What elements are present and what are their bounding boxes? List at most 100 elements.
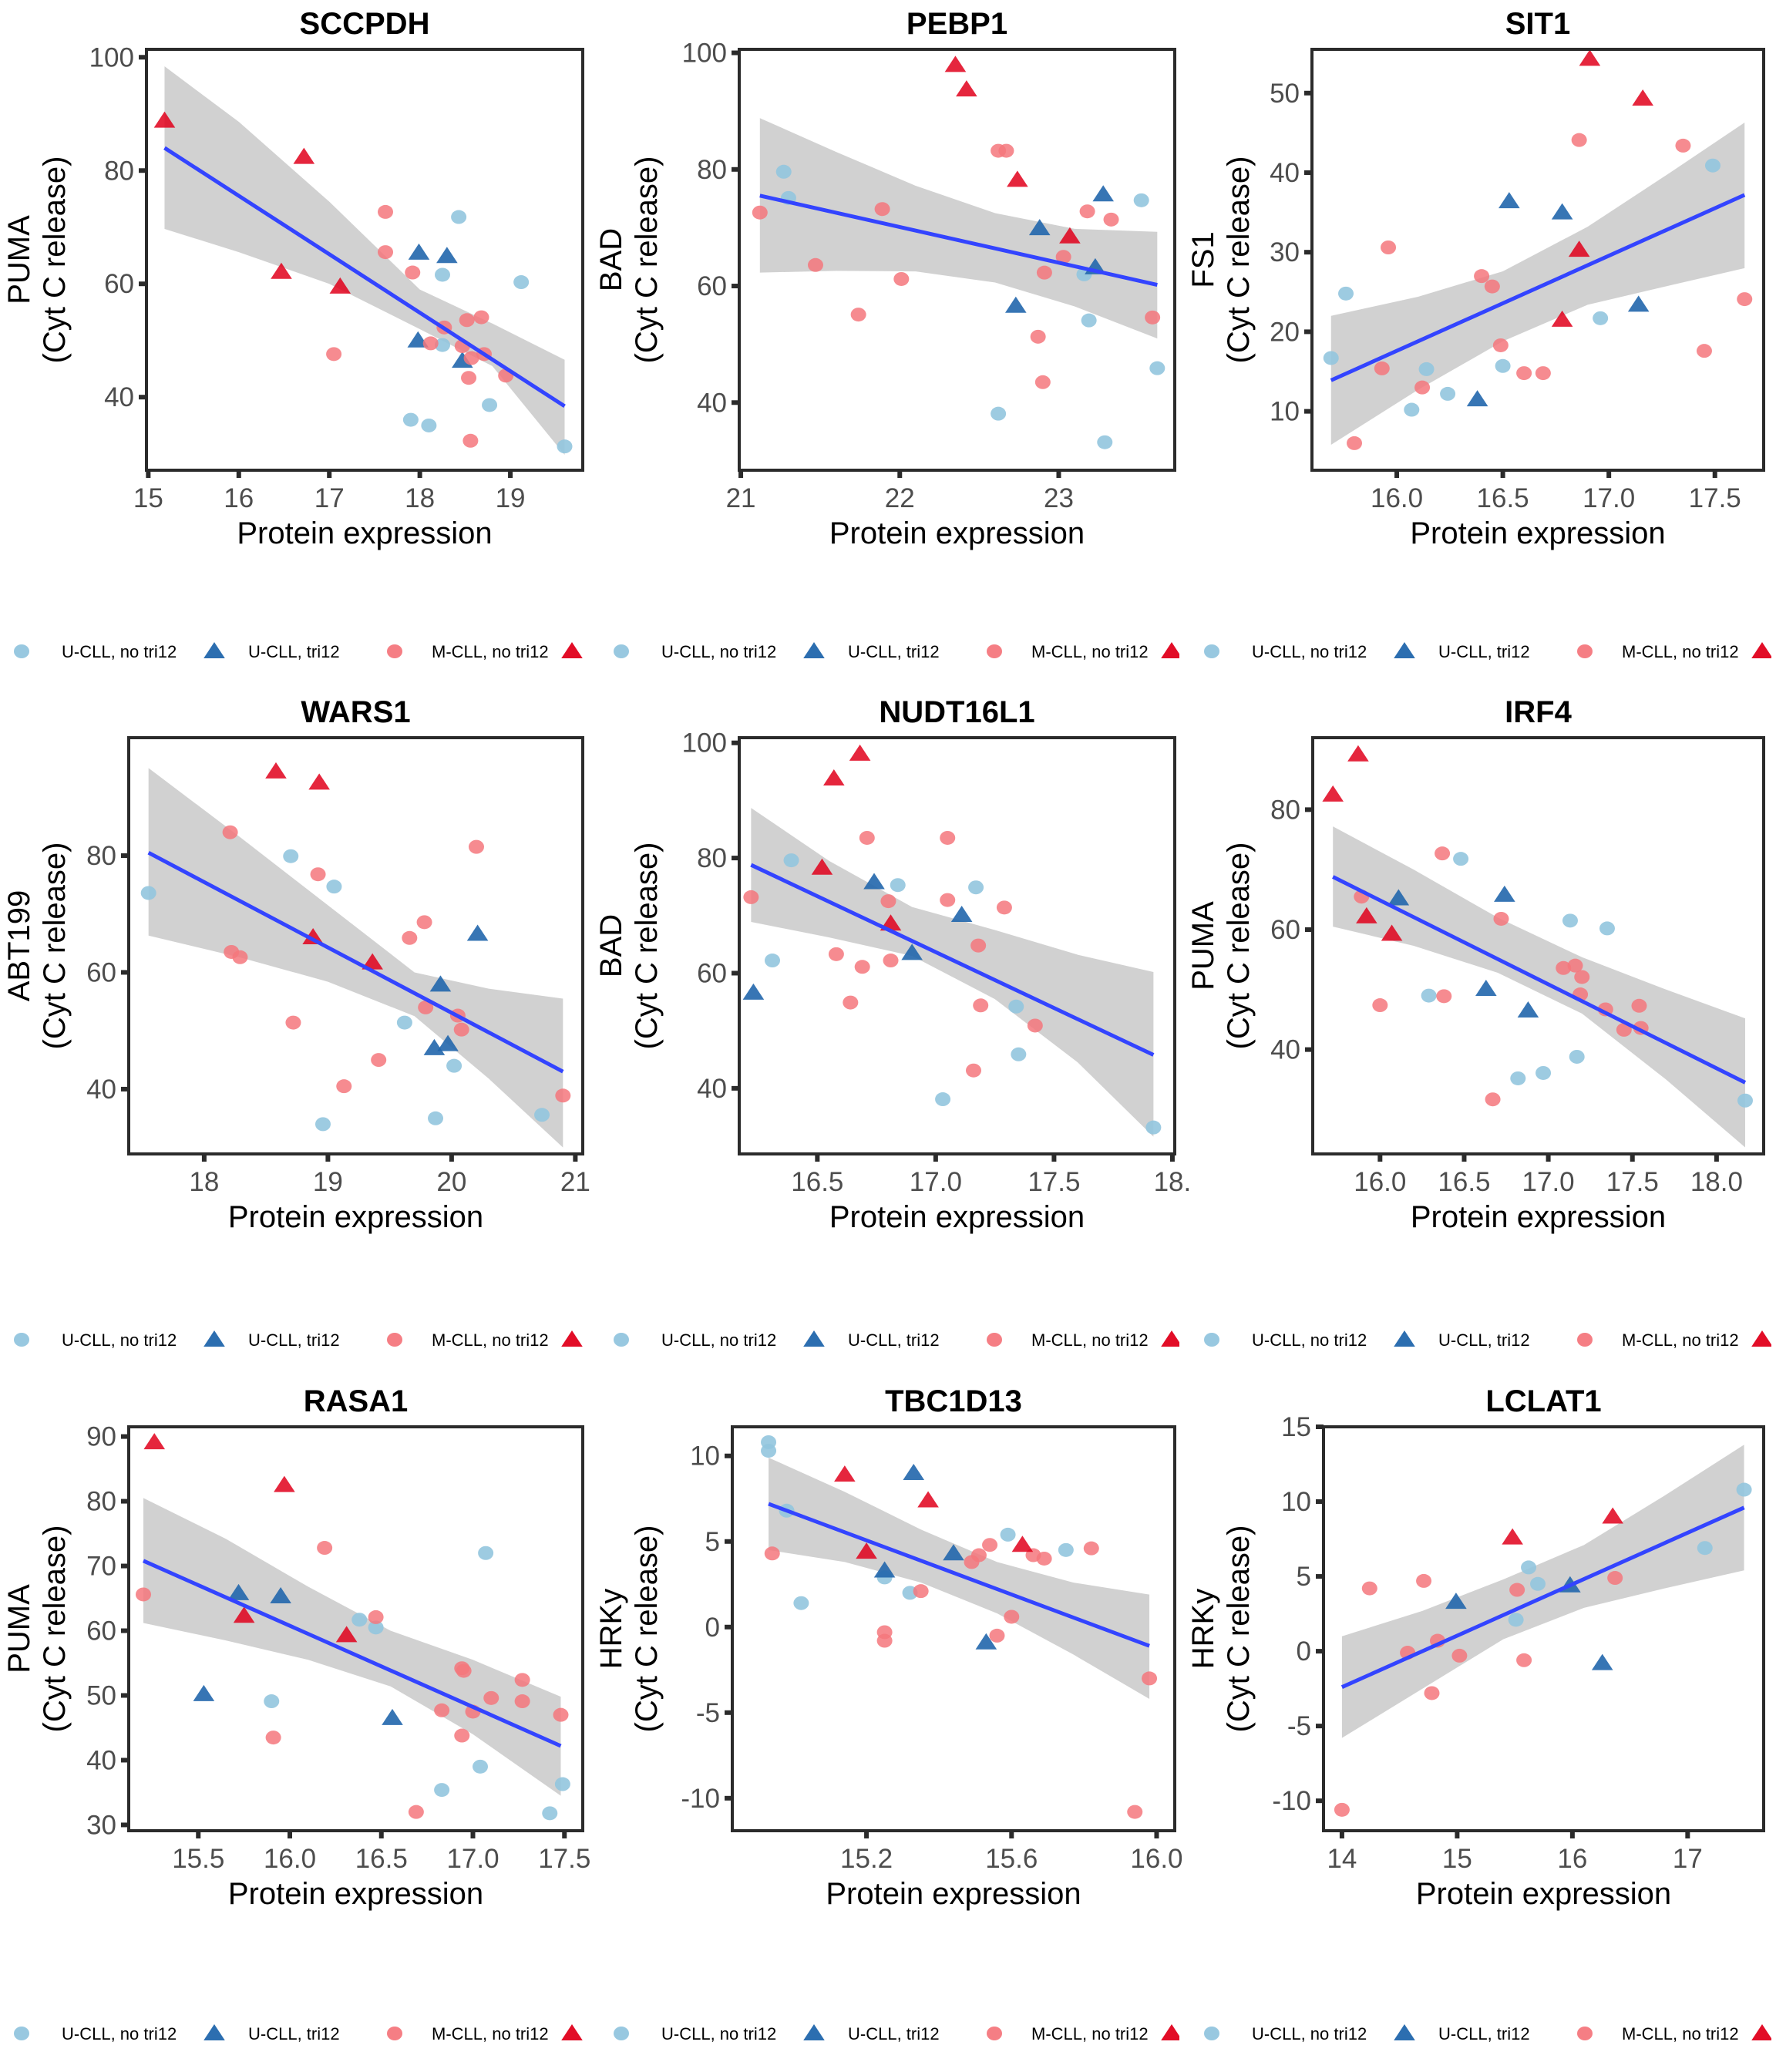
x-tick-label: 16.0	[264, 1844, 316, 1874]
legend-label: U-CLL, no tri12	[62, 1330, 177, 1350]
point-m-cll-no-tri12	[1484, 279, 1500, 294]
point-m-cll-no-tri12	[454, 1728, 470, 1743]
point-m-cll-tri12	[1579, 49, 1601, 66]
x-tick-label: 17.0	[910, 1167, 962, 1197]
y-axis-title-measure: FS1	[1186, 231, 1220, 288]
point-u-cll-no-tri12	[1704, 158, 1720, 173]
point-m-cll-tri12	[1059, 227, 1081, 244]
regression-line	[142, 1559, 562, 1748]
point-u-cll-no-tri12	[283, 849, 299, 863]
y-tick-label: -5	[696, 1698, 720, 1728]
point-m-cll-no-tri12	[807, 257, 823, 272]
point-m-cll-tri12	[1632, 89, 1653, 106]
point-m-cll-no-tri12	[876, 1633, 893, 1648]
regression-line	[163, 146, 566, 409]
point-m-cll-no-tri12	[514, 1673, 530, 1687]
y-tick-label: 40	[104, 382, 134, 412]
point-m-cll-no-tri12	[1027, 1018, 1043, 1033]
point-u-cll-no-tri12	[1736, 1482, 1752, 1497]
y-tick-label: 100	[682, 728, 727, 758]
y-tick-label: 80	[86, 1487, 116, 1517]
confidence-band	[759, 118, 1158, 339]
point-u-cll-no-tri12	[451, 210, 467, 224]
legend-key-u-cll-tri12	[1394, 2024, 1415, 2040]
point-m-cll-tri12	[362, 953, 383, 970]
point-m-cll-tri12	[153, 111, 176, 128]
point-m-cll-tri12	[834, 1465, 856, 1482]
point-u-cll-no-tri12	[1453, 852, 1469, 866]
point-u-cll-no-tri12	[1058, 1542, 1074, 1557]
point-u-cll-no-tri12	[968, 880, 984, 895]
point-m-cll-no-tri12	[1036, 265, 1052, 280]
point-m-cll-no-tri12	[459, 313, 475, 328]
y-tick-label: 50	[1270, 79, 1300, 109]
x-axis-title: Protein expression	[829, 516, 1085, 550]
legend-label: U-CLL, tri12	[248, 642, 340, 661]
panel-title: PEBP1	[906, 7, 1007, 41]
y-tick-label: 60	[1270, 915, 1300, 945]
point-m-cll-tri12	[917, 1491, 939, 1508]
point-u-cll-no-tri12	[1404, 402, 1420, 417]
point-u-cll-no-tri12	[446, 1058, 462, 1073]
legend-key-m-cll-tri12	[561, 1330, 583, 1347]
point-m-cll-no-tri12	[1079, 204, 1095, 219]
legend-key-u-cll-no-tri12	[14, 2027, 29, 2040]
point-m-cll-tri12	[265, 762, 287, 779]
y-axis-title-unit: (Cyt C release)	[1222, 156, 1256, 364]
point-m-cll-tri12	[856, 1542, 877, 1559]
point-u-cll-tri12	[1517, 1001, 1539, 1018]
y-tick-label: 60	[86, 957, 116, 987]
point-m-cll-no-tri12	[1675, 138, 1691, 153]
x-tick-label: 17.5	[1689, 483, 1741, 513]
legend-key-u-cll-tri12	[204, 2024, 225, 2040]
plot-area	[1322, 745, 1753, 1148]
y-tick-label: 40	[697, 1074, 727, 1104]
legend-key-u-cll-no-tri12	[1204, 2027, 1219, 2040]
y-tick-label: 40	[1270, 1035, 1300, 1065]
point-u-cll-no-tri12	[1008, 999, 1024, 1014]
point-m-cll-tri12	[956, 80, 977, 97]
point-u-cll-tri12	[1498, 192, 1520, 209]
point-m-cll-no-tri12	[982, 1538, 998, 1552]
point-u-cll-no-tri12	[1440, 386, 1456, 401]
legend-label: U-CLL, tri12	[848, 1330, 940, 1350]
point-m-cll-no-tri12	[553, 1707, 569, 1722]
legend: U-CLL, no tri12 U-CLL, tri12 M-CLL, no tri…	[1204, 642, 1771, 661]
legend-label: M-CLL, no tri12	[1031, 2024, 1149, 2043]
point-m-cll-no-tri12	[483, 1690, 500, 1705]
x-tick-label: 18.	[1154, 1167, 1192, 1197]
point-u-cll-no-tri12	[1011, 1047, 1027, 1061]
x-tick-label: 22	[885, 483, 915, 513]
point-u-cll-no-tri12	[991, 406, 1007, 421]
legend: U-CLL, no tri12 U-CLL, tri12 M-CLL, no tri…	[14, 642, 583, 661]
panel-title: LCLAT1	[1485, 1384, 1601, 1418]
point-m-cll-tri12	[944, 56, 967, 72]
x-tick-label: 16.5	[791, 1167, 843, 1197]
plot-area	[1334, 1445, 1752, 1817]
legend: U-CLL, no tri12 U-CLL, tri12 M-CLL, no tri…	[14, 1330, 583, 1350]
point-m-cll-no-tri12	[1567, 958, 1583, 973]
regression-line	[759, 193, 1158, 287]
point-u-cll-no-tri12	[1697, 1541, 1713, 1556]
panel-sit1: SIT1 16.0 16.5 17.0 17.5 10 20 30 40 50 Protein ex…	[1186, 7, 1765, 550]
legend-label: M-CLL, no tri12	[432, 2024, 549, 2043]
y-tick-label: 60	[104, 269, 134, 299]
panel-title: WARS1	[301, 695, 410, 729]
point-m-cll-no-tri12	[136, 1587, 151, 1602]
point-m-cll-no-tri12	[828, 947, 844, 961]
y-axis-title-measure: PUMA	[2, 1584, 36, 1673]
x-tick-label: 16.5	[1477, 483, 1529, 513]
point-m-cll-no-tri12	[1145, 310, 1161, 325]
point-u-cll-no-tri12	[890, 878, 906, 893]
point-u-cll-tri12	[1028, 219, 1051, 236]
point-u-cll-no-tri12	[1569, 1049, 1585, 1064]
y-axis-title-measure: BAD	[594, 914, 628, 977]
panel-title: IRF4	[1505, 695, 1572, 729]
regression-line	[1340, 1505, 1745, 1689]
point-m-cll-no-tri12	[1574, 970, 1590, 984]
legend-key-m-cll-no-tri12	[1577, 1333, 1593, 1347]
x-tick-label: 16.5	[355, 1844, 408, 1874]
x-tick-label: 18	[189, 1167, 219, 1197]
point-u-cll-no-tri12	[140, 886, 156, 900]
point-m-cll-no-tri12	[989, 1628, 1005, 1643]
